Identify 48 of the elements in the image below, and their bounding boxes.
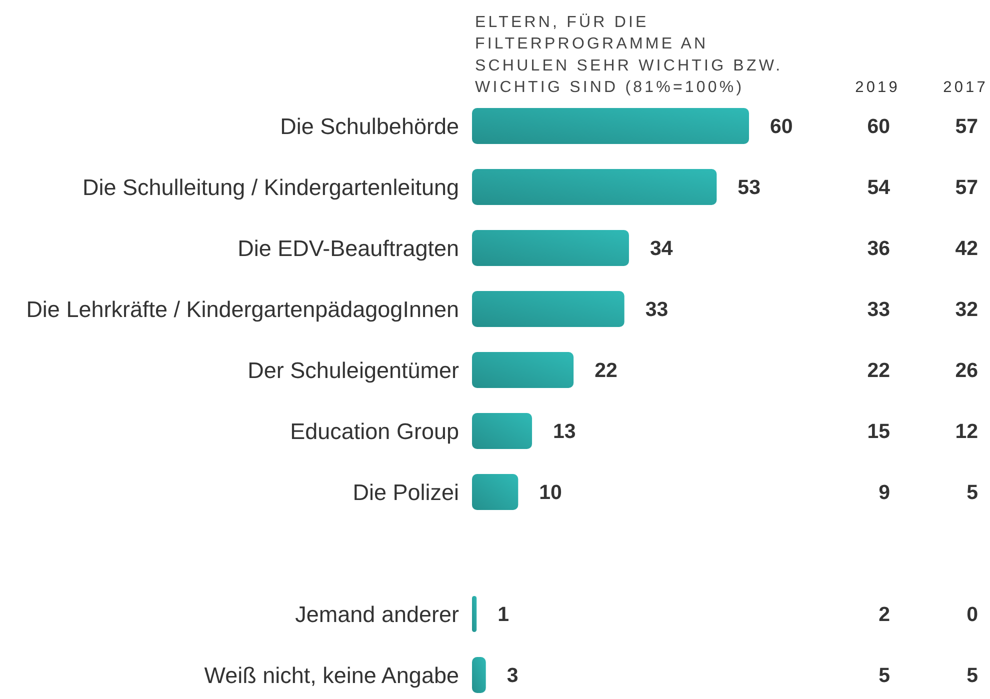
data-label: 12 [955,420,978,444]
data-label: 0 [966,603,978,626]
y-tick-label: Die Polizei [352,480,459,505]
data-label: 3 [506,664,518,688]
data-label: 26 [955,359,978,382]
data-label: 57 [955,176,978,200]
bar [472,291,624,327]
data-label: 10 [539,481,562,504]
bar [472,108,749,144]
data-label: 15 [867,420,890,444]
y-tick-label: Weiß nicht, keine Angabe [204,662,459,688]
text: 2019 [855,79,900,96]
data-label: 34 [650,237,674,260]
data-label: 57 [955,115,978,138]
data-label: 60 [770,115,793,138]
data-label: 42 [955,237,978,260]
chart-title: ELTERN, FÜR DIE FILTERPROGRAMME AN SCHULEN SEHR WICHTIG BZW. WICHTIG SIND (81%=100%) [475,13,783,96]
y-tick-label: Die Schulleitung / Kindergartenleitung [82,174,459,200]
y-tick-label: Die Lehrkräfte / KindergartenpädagogInnen [26,296,459,322]
data-label: 22 [594,359,618,382]
y-tick-label: Die Schulbehörde [280,114,459,139]
y-tick-label: Die EDV-Beauftragten [238,236,459,261]
data-label: 22 [867,359,890,382]
bar [472,413,532,449]
data-label: 5 [966,664,978,688]
data-label: 32 [955,298,978,322]
data-label: 5 [878,664,890,688]
data-label: 60 [867,115,890,138]
data-label: 1 [498,603,510,626]
data-label: 2 [878,603,890,626]
data-label: 53 [738,176,760,200]
text: 2017 [943,79,988,96]
y-tick-label: Education Group [290,418,459,444]
y-tick-label: Der Schuleigentümer [248,358,460,383]
data-label: 9 [878,481,890,504]
bar [472,352,574,388]
data-label: 33 [867,298,890,322]
bar [472,169,717,205]
y-tick-label: Jemand anderer [295,602,460,627]
bar [472,596,477,632]
data-label: 33 [645,298,668,322]
data-label: 36 [867,237,890,260]
data-label: 13 [553,420,576,444]
bar [472,230,629,266]
data-label: 54 [867,176,891,200]
data-label: 5 [966,481,978,504]
bar [472,474,518,510]
bar [472,657,486,693]
